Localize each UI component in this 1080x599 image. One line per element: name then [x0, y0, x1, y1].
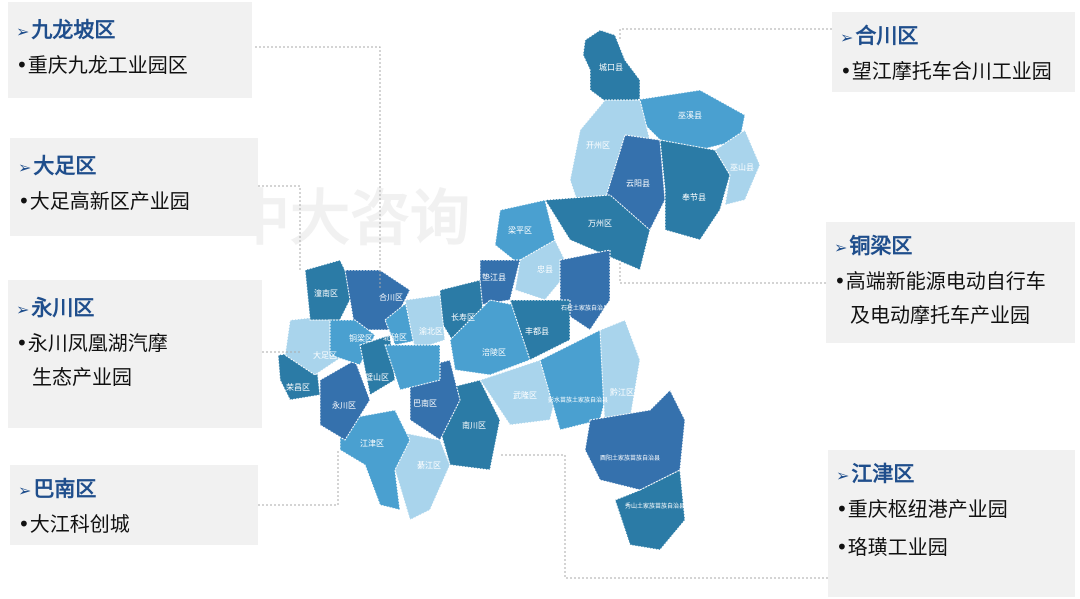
map-region — [404, 294, 446, 351]
map-label: 巫溪县 — [678, 110, 702, 120]
callout-item: •大足高新区产业园 — [18, 189, 190, 213]
map-label: 涪陵区 — [482, 347, 506, 357]
connector-lines — [255, 28, 832, 579]
watermark: 中大咨询 — [230, 184, 470, 254]
map-region — [514, 239, 571, 301]
map-label: 长寿区 — [451, 312, 475, 322]
callout-jiangjin: ➢江津区 •重庆枢纽港产业园 •珞璜工业园 — [828, 450, 1075, 597]
callout-title: 九龙坡区 — [31, 18, 116, 42]
map-region — [714, 129, 761, 206]
callout-item: •永川凤凰湖汽摩 — [16, 331, 168, 355]
map-label: 潼南区 — [314, 288, 338, 298]
map-label: 渝北区 — [419, 326, 443, 336]
map-label: 江津区 — [360, 438, 384, 448]
arrow-icon: ➢ — [18, 481, 32, 500]
map-region — [304, 259, 356, 321]
callout-item: •重庆九龙工业园区 — [16, 53, 188, 77]
map-region — [509, 299, 571, 361]
arrow-icon: ➢ — [16, 22, 30, 41]
map-label: 荣昌区 — [286, 382, 310, 392]
map-label: 武隆区 — [513, 390, 537, 400]
callout-tongliang: ➢铜梁区 •高端新能源电动自行车 及电动摩托车产业园 — [826, 222, 1075, 343]
callout-yongchuan: ➢永川区 •永川凤凰湖汽摩 生态产业园 — [8, 280, 262, 428]
map-region — [339, 409, 411, 511]
map-region — [359, 334, 396, 396]
map-region — [614, 469, 686, 551]
callout-item: •珞璜工业园 — [836, 535, 948, 559]
callout-title: 永川区 — [31, 296, 95, 320]
map-label: 南川区 — [462, 420, 486, 430]
map-label: 丰都县 — [525, 326, 549, 336]
map-label: 石柱土家族自治县 — [561, 304, 609, 312]
map-region — [569, 99, 651, 211]
map-label: 酉阳土家族苗族自治县 — [600, 454, 660, 462]
map-region — [634, 89, 746, 151]
callout-item: •高端新能源电动自行车 — [834, 269, 1046, 293]
callout-item: 生态产业园 — [32, 365, 132, 389]
map-label: 永川区 — [332, 400, 356, 410]
map-label: 铜梁区 — [349, 333, 373, 343]
map-label: 秀山土家族苗族自治县 — [625, 502, 685, 510]
arrow-icon: ➢ — [18, 158, 32, 177]
map-label: 綦江区 — [417, 460, 441, 470]
map-region — [599, 319, 641, 431]
map-label: 大足区 — [313, 350, 337, 360]
map-label: 北碚区 — [383, 332, 407, 342]
arrow-icon: ➢ — [834, 238, 848, 257]
map-label: 城口县 — [599, 63, 623, 72]
map-region — [319, 359, 371, 441]
callout-item: •望江摩托车合川工业园 — [840, 59, 1052, 83]
callout-banan: ➢巴南区 •大江科创城 — [10, 465, 258, 545]
map-label: 巫山县 — [730, 162, 754, 172]
map-label: 忠县 — [537, 265, 553, 274]
map-label: 万州区 — [588, 219, 612, 228]
arrow-icon: ➢ — [840, 28, 854, 47]
callout-title: 大足区 — [33, 154, 97, 178]
callout-dazu: ➢大足区 •大足高新区产业园 — [10, 138, 258, 236]
map-label: 巴南区 — [413, 398, 437, 408]
map-label: 奉节县 — [682, 192, 706, 202]
map-label: 璧山区 — [365, 372, 389, 382]
callout-title: 江津区 — [851, 462, 915, 486]
map-label: 彭水苗族土家族自治县 — [548, 396, 608, 404]
map-label: 梁平区 — [508, 226, 532, 235]
map-region — [544, 194, 651, 271]
map-region — [384, 344, 441, 391]
arrow-icon: ➢ — [16, 300, 30, 319]
callout-jiulongpo: ➢九龙坡区 •重庆九龙工业园区 — [8, 2, 252, 98]
arrow-icon: ➢ — [836, 466, 850, 485]
map-label: 黔江区 — [610, 387, 634, 397]
callout-hechuan: ➢合川区 •望江摩托车合川工业园 — [832, 12, 1075, 92]
callout-item: •重庆枢纽港产业园 — [836, 497, 1008, 521]
map-label: 开州区 — [586, 141, 610, 150]
callout-title: 合川区 — [855, 24, 919, 48]
map-label: 垫江县 — [482, 272, 506, 282]
callout-item: •大江科创城 — [18, 512, 130, 536]
map-region — [479, 259, 521, 306]
callout-item: 及电动摩托车产业园 — [850, 303, 1030, 327]
map-label: 云阳县 — [626, 179, 650, 188]
map-label: 合川区 — [379, 292, 403, 302]
callout-title: 巴南区 — [33, 477, 97, 501]
callout-title: 铜梁区 — [849, 234, 913, 258]
